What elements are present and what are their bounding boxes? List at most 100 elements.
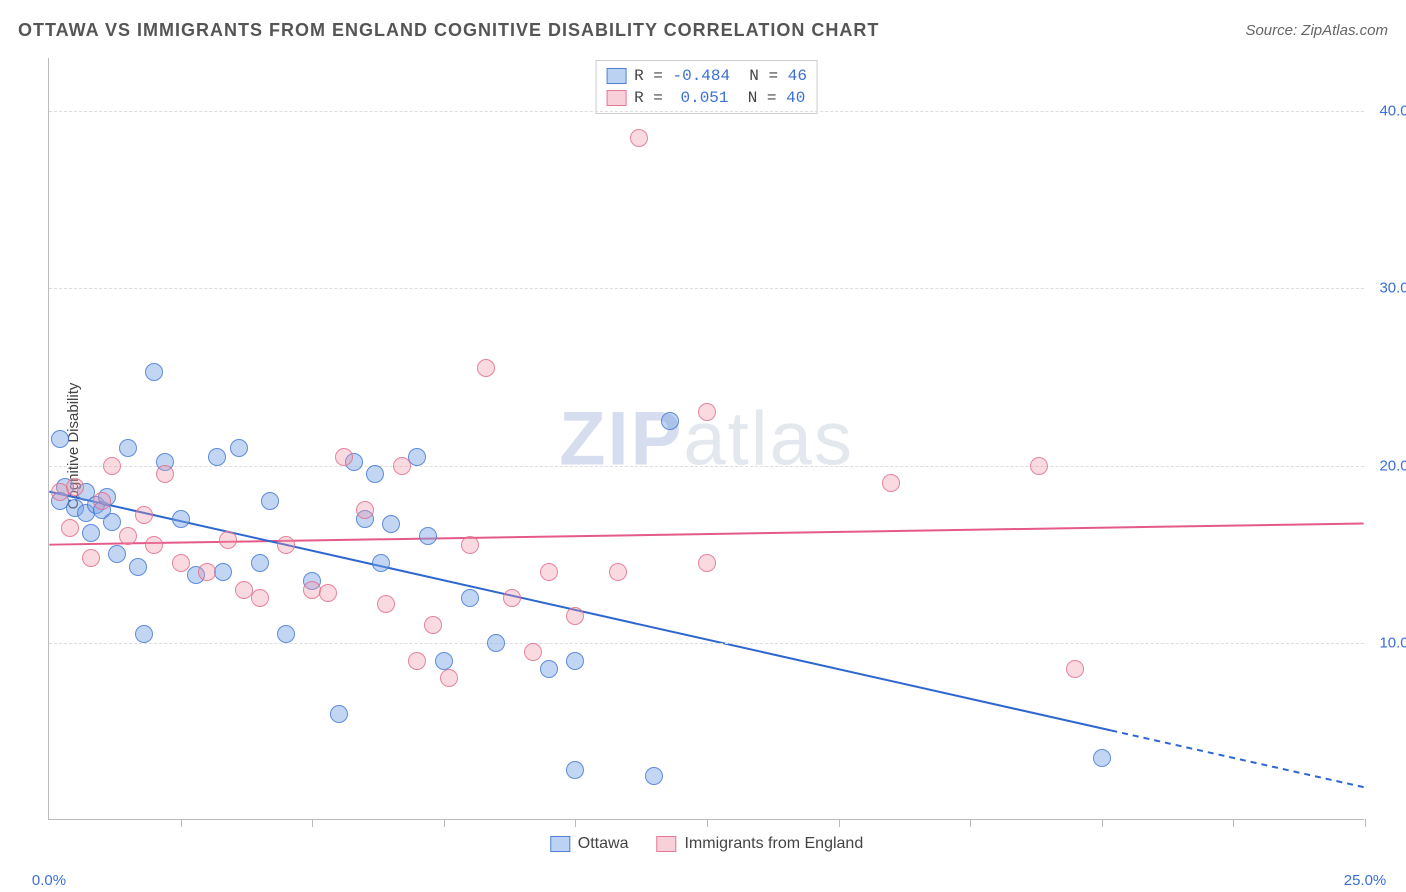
gridline [49, 288, 1364, 289]
data-point-pink [198, 563, 216, 581]
x-tick-label: 25.0% [1344, 872, 1387, 889]
legend-item-ottawa: Ottawa [550, 835, 629, 853]
data-point-blue [372, 554, 390, 572]
data-point-blue [419, 527, 437, 545]
data-point-blue [135, 625, 153, 643]
y-tick-label: 40.0% [1379, 103, 1406, 120]
x-tick [707, 819, 708, 827]
data-point-pink [103, 457, 121, 475]
stat-text-ottawa: R = -0.484 N = 46 [634, 65, 807, 87]
data-point-pink [698, 403, 716, 421]
data-point-pink [93, 492, 111, 510]
data-point-blue [82, 524, 100, 542]
trend-lines-svg [49, 58, 1364, 819]
data-point-pink [540, 563, 558, 581]
data-point-pink [408, 652, 426, 670]
data-point-blue [103, 513, 121, 531]
data-point-blue [277, 625, 295, 643]
y-tick-label: 20.0% [1379, 457, 1406, 474]
data-point-blue [540, 660, 558, 678]
data-point-blue [251, 554, 269, 572]
swatch-pink-icon [656, 836, 676, 852]
data-point-blue [645, 767, 663, 785]
data-point-pink [882, 474, 900, 492]
data-point-blue [487, 634, 505, 652]
stat-text-england: R = 0.051 N = 40 [634, 87, 805, 109]
x-tick [1102, 819, 1103, 827]
data-point-blue [382, 515, 400, 533]
chart-source: Source: ZipAtlas.com [1245, 22, 1388, 39]
data-point-pink [61, 519, 79, 537]
data-point-blue [51, 430, 69, 448]
y-tick-label: 10.0% [1379, 634, 1406, 651]
plot-area: ZIPatlas R = -0.484 N = 46 R = 0.051 N =… [48, 58, 1364, 820]
x-tick [839, 819, 840, 827]
data-point-pink [503, 589, 521, 607]
data-point-blue [129, 558, 147, 576]
data-point-pink [145, 536, 163, 554]
x-tick-label: 0.0% [32, 872, 66, 889]
data-point-blue [230, 439, 248, 457]
data-point-pink [566, 607, 584, 625]
x-tick [575, 819, 576, 827]
data-point-blue [566, 652, 584, 670]
data-point-pink [356, 501, 374, 519]
stats-row-england: R = 0.051 N = 40 [606, 87, 807, 109]
gridline [49, 643, 1364, 644]
x-tick [444, 819, 445, 827]
data-point-blue [330, 705, 348, 723]
data-point-blue [208, 448, 226, 466]
data-point-blue [366, 465, 384, 483]
data-point-blue [1093, 749, 1111, 767]
data-point-pink [461, 536, 479, 554]
stat-n-england: 40 [786, 89, 805, 107]
data-point-pink [424, 616, 442, 634]
data-point-pink [1066, 660, 1084, 678]
data-point-pink [630, 129, 648, 147]
data-point-pink [1030, 457, 1048, 475]
data-point-pink [277, 536, 295, 554]
x-tick [1233, 819, 1234, 827]
data-point-blue [145, 363, 163, 381]
gridline [49, 111, 1364, 112]
data-point-pink [524, 643, 542, 661]
data-point-pink [82, 549, 100, 567]
bottom-legend: Ottawa Immigrants from England [550, 835, 863, 853]
data-point-blue [435, 652, 453, 670]
data-point-blue [214, 563, 232, 581]
swatch-blue-icon [550, 836, 570, 852]
data-point-pink [609, 563, 627, 581]
stats-row-ottawa: R = -0.484 N = 46 [606, 65, 807, 87]
trendline-england [49, 523, 1363, 544]
data-point-pink [440, 669, 458, 687]
swatch-blue-icon [606, 68, 626, 84]
x-tick [1365, 819, 1366, 827]
gridline [49, 466, 1364, 467]
data-point-pink [251, 589, 269, 607]
data-point-pink [377, 595, 395, 613]
data-point-pink [172, 554, 190, 572]
y-tick-label: 30.0% [1379, 280, 1406, 297]
data-point-pink [477, 359, 495, 377]
data-point-pink [393, 457, 411, 475]
data-point-blue [661, 412, 679, 430]
stat-r-england: 0.051 [672, 89, 728, 107]
data-point-pink [698, 554, 716, 572]
watermark-zip: ZIP [559, 396, 683, 481]
stat-r-ottawa: -0.484 [672, 67, 730, 85]
data-point-pink [135, 506, 153, 524]
data-point-pink [219, 531, 237, 549]
data-point-blue [408, 448, 426, 466]
data-point-pink [319, 584, 337, 602]
data-point-blue [119, 439, 137, 457]
stat-n-ottawa: 46 [788, 67, 807, 85]
legend-item-england: Immigrants from England [656, 835, 863, 853]
x-tick [970, 819, 971, 827]
data-point-blue [172, 510, 190, 528]
chart-title: OTTAWA VS IMMIGRANTS FROM ENGLAND COGNIT… [18, 20, 879, 41]
x-tick [181, 819, 182, 827]
data-point-blue [461, 589, 479, 607]
trendline-ottawa-dashed [1111, 731, 1363, 788]
data-point-pink [156, 465, 174, 483]
legend-label-england: Immigrants from England [684, 835, 863, 853]
